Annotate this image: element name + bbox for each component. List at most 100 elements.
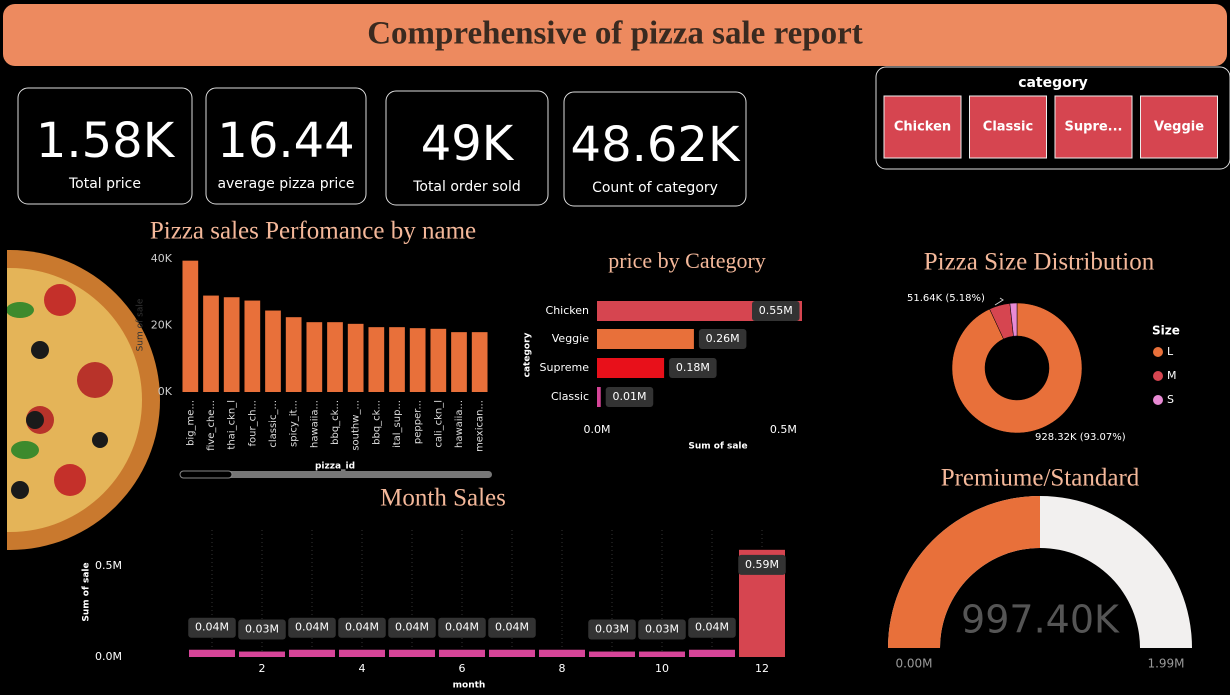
slicer-item[interactable] [1140,95,1218,159]
scrollbar-thumb[interactable] [179,470,233,479]
kpi-label: average pizza price [217,176,354,192]
slicer-item-label[interactable]: Classic [983,120,1033,135]
data-label-bg [669,358,717,378]
kpi-label: Total order sold [412,179,521,195]
data-label: 0.01M [612,390,646,403]
data-label-bg [238,619,286,640]
kpi-card [563,91,747,207]
bar [639,651,685,657]
data-label: 0.03M [245,623,279,636]
kpi-card [205,87,367,205]
chart-title: price by Category [608,248,766,273]
bar [430,328,447,392]
y-tick-label: Veggie [552,332,589,345]
data-label-bg [188,617,236,638]
y-tick-label: Chicken [546,304,590,317]
data-label: 0.26M [706,332,740,345]
x-tick-label: 2 [259,662,266,675]
leader-line [994,297,1004,306]
y-tick-label: 0.5M [95,559,122,572]
bar [327,322,343,392]
data-label-bg [752,301,800,321]
data-label-bg [438,617,486,638]
bar [451,332,467,392]
bar [203,295,219,392]
legend-label[interactable]: L [1167,345,1174,358]
data-label-bg [638,619,686,640]
bar [409,328,426,392]
donut-slice [1009,302,1018,337]
x-tick-label: hawaiia... [309,400,320,448]
data-label-bg [588,619,636,640]
x-tick-label: mexican... [475,400,486,452]
data-label: 0.04M [395,621,429,634]
slicer-title: category [1018,75,1088,91]
x-tick-label: bbq_ck... [330,400,341,445]
bar [597,387,601,407]
data-label-bg [288,617,336,638]
data-label-bg [698,329,747,349]
legend-label[interactable]: S [1167,393,1174,406]
x-tick-label: cali_ckn_l [433,400,444,448]
gauge-value [888,496,1040,648]
y-tick-label: 0K [158,385,173,398]
data-label-bg [488,617,536,638]
kpi-card [385,90,549,206]
data-label: 51.64K (5.18%) [907,293,985,304]
pizza-image [7,250,160,550]
bar [597,301,802,321]
chart-title: Pizza sales Perfomance by name [150,218,476,245]
data-label: 0.03M [595,623,629,636]
bar [389,327,405,392]
slicer-item[interactable] [969,95,1047,159]
kpi-label: Total price [68,176,141,192]
data-label: 0.04M [445,621,479,634]
scrollbar[interactable] [180,471,492,478]
bar [489,649,535,657]
header-bar [3,4,1227,66]
y-axis-title: category [523,332,533,377]
x-tick-label: four_ch... [247,400,258,446]
kpi-value: 16.44 [217,113,354,169]
y-axis-title: Sum of sale [136,298,146,351]
slicer-box [875,66,1230,170]
x-tick-label: thai_ckn_l [227,400,238,450]
legend-swatch[interactable] [1153,395,1163,405]
bar [539,649,585,657]
kpi-card [17,87,193,205]
y-tick-label: 20K [151,319,173,332]
x-tick-label: 10 [655,662,669,675]
legend-swatch[interactable] [1153,371,1163,381]
slicer-item[interactable] [883,95,962,159]
x-tick-label: spicy_it... [289,400,300,447]
slicer-item-label[interactable]: Veggie [1154,120,1204,135]
bar [389,649,435,657]
bar [589,651,635,657]
data-label: 0.04M [295,621,329,634]
legend-title: Size [1152,324,1180,338]
x-tick-label: big_me... [185,400,196,446]
bar [182,260,199,392]
y-tick-label: 0.0M [95,650,122,663]
bar [347,323,364,392]
x-tick-label: bbq_ck... [371,400,382,445]
bar [597,329,694,349]
legend-swatch[interactable] [1153,347,1163,357]
x-axis-title: Sum of sale [688,442,747,452]
x-tick-label: classic_... [268,400,279,448]
bar [368,327,385,392]
x-tick-label: 4 [359,662,366,675]
kpi-value: 48.62K [571,117,741,173]
slicer-item-label[interactable]: Chicken [894,120,951,135]
bar [597,358,665,378]
gauge-tick-label: 1.99M [1147,657,1184,671]
data-label: 928.32K (93.07%) [1035,432,1126,443]
data-label: 0.04M [345,621,379,634]
data-label-bg [338,617,386,638]
slicer-item[interactable] [1054,95,1133,159]
data-label-bg [688,617,736,638]
bar [306,322,323,392]
legend-label[interactable]: M [1167,369,1177,382]
slicer-item-label[interactable]: Supre... [1065,120,1123,135]
